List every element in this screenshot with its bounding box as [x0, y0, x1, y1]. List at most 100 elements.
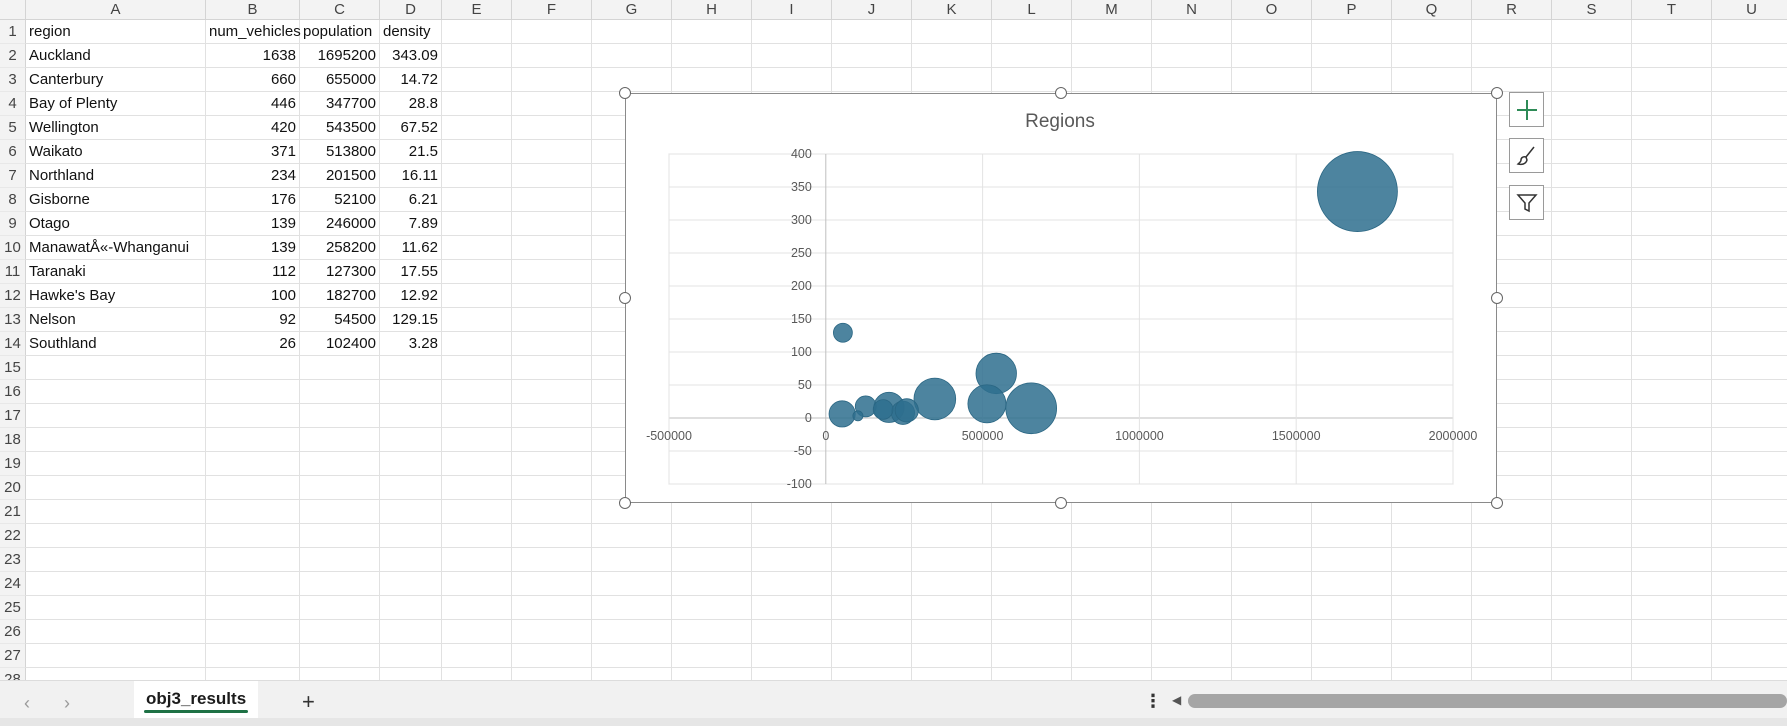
cell[interactable]: [992, 548, 1072, 572]
cell[interactable]: [380, 500, 442, 524]
cell[interactable]: [1552, 404, 1632, 428]
cell[interactable]: [300, 548, 380, 572]
cell[interactable]: [992, 668, 1072, 680]
cell[interactable]: [1392, 668, 1472, 680]
cell[interactable]: [26, 452, 206, 476]
cell[interactable]: [442, 260, 512, 284]
cell[interactable]: [1552, 212, 1632, 236]
cell[interactable]: [992, 20, 1072, 44]
cell[interactable]: [1072, 548, 1152, 572]
column-header-B[interactable]: B: [206, 0, 300, 20]
cell[interactable]: [512, 212, 592, 236]
column-header-S[interactable]: S: [1552, 0, 1632, 20]
cell[interactable]: [1552, 44, 1632, 68]
cell[interactable]: [26, 500, 206, 524]
cell[interactable]: [300, 404, 380, 428]
cell[interactable]: [1712, 92, 1787, 116]
cell[interactable]: [380, 380, 442, 404]
cell[interactable]: [832, 572, 912, 596]
cell[interactable]: [832, 620, 912, 644]
bubble-point[interactable]: [833, 322, 853, 343]
cell[interactable]: [206, 524, 300, 548]
cell[interactable]: [1632, 548, 1712, 572]
chart-filters-button[interactable]: [1509, 185, 1544, 220]
chart-styles-button[interactable]: [1509, 138, 1544, 173]
cell[interactable]: [442, 68, 512, 92]
cell[interactable]: [442, 116, 512, 140]
cell[interactable]: [992, 44, 1072, 68]
row-header-19[interactable]: 19: [0, 452, 26, 476]
cell[interactable]: [912, 548, 992, 572]
cell[interactable]: [512, 452, 592, 476]
cell[interactable]: [1552, 572, 1632, 596]
row-header-28[interactable]: 28: [0, 668, 26, 680]
number-cell[interactable]: 52100: [300, 188, 380, 212]
header-cell[interactable]: density: [380, 20, 442, 44]
resize-handle[interactable]: [1491, 292, 1503, 304]
cell[interactable]: [672, 548, 752, 572]
number-cell[interactable]: 11.62: [380, 236, 442, 260]
cell[interactable]: [206, 476, 300, 500]
scroll-left-icon[interactable]: ◀: [1172, 693, 1182, 707]
cell[interactable]: [1632, 620, 1712, 644]
cell[interactable]: [442, 500, 512, 524]
number-cell[interactable]: 513800: [300, 140, 380, 164]
cell[interactable]: [1712, 476, 1787, 500]
cell[interactable]: [1312, 524, 1392, 548]
cell[interactable]: [442, 452, 512, 476]
cell[interactable]: [442, 668, 512, 680]
cell[interactable]: [672, 68, 752, 92]
cell[interactable]: [592, 572, 672, 596]
cell[interactable]: [672, 644, 752, 668]
cell[interactable]: [1312, 20, 1392, 44]
cell[interactable]: [1472, 260, 1552, 284]
cell[interactable]: [1712, 404, 1787, 428]
cell[interactable]: [1632, 68, 1712, 92]
number-cell[interactable]: 420: [206, 116, 300, 140]
cell[interactable]: [1552, 476, 1632, 500]
cell[interactable]: [300, 668, 380, 680]
cell[interactable]: [1712, 620, 1787, 644]
number-cell[interactable]: 127300: [300, 260, 380, 284]
cell[interactable]: [442, 596, 512, 620]
cell[interactable]: [300, 524, 380, 548]
resize-handle[interactable]: [1491, 497, 1503, 509]
row-header-14[interactable]: 14: [0, 332, 26, 356]
resize-handle[interactable]: [619, 87, 631, 99]
cell[interactable]: [992, 596, 1072, 620]
cell[interactable]: [26, 668, 206, 680]
cell[interactable]: [1632, 212, 1712, 236]
cell[interactable]: [512, 140, 592, 164]
cell[interactable]: [1472, 332, 1552, 356]
row-header-1[interactable]: 1: [0, 20, 26, 44]
cell[interactable]: [1072, 44, 1152, 68]
number-cell[interactable]: 343.09: [380, 44, 442, 68]
cell[interactable]: [1472, 500, 1552, 524]
column-header-O[interactable]: O: [1232, 0, 1312, 20]
cell[interactable]: [1072, 620, 1152, 644]
cell[interactable]: [442, 404, 512, 428]
cell[interactable]: [512, 476, 592, 500]
column-header-T[interactable]: T: [1632, 0, 1712, 20]
column-header-J[interactable]: J: [832, 0, 912, 20]
cell[interactable]: [832, 644, 912, 668]
number-cell[interactable]: 139: [206, 212, 300, 236]
cell[interactable]: [206, 620, 300, 644]
region-cell[interactable]: Canterbury: [26, 68, 206, 92]
cell[interactable]: [512, 524, 592, 548]
cell[interactable]: [1712, 260, 1787, 284]
cell[interactable]: [752, 68, 832, 92]
cell[interactable]: [442, 548, 512, 572]
cell[interactable]: [1472, 548, 1552, 572]
cell[interactable]: [442, 620, 512, 644]
cell[interactable]: [1152, 572, 1232, 596]
column-header-N[interactable]: N: [1152, 0, 1232, 20]
number-cell[interactable]: 129.15: [380, 308, 442, 332]
resize-handle[interactable]: [1491, 87, 1503, 99]
number-cell[interactable]: 100: [206, 284, 300, 308]
cell[interactable]: [1392, 548, 1472, 572]
cell[interactable]: [1072, 572, 1152, 596]
number-cell[interactable]: 28.8: [380, 92, 442, 116]
cell[interactable]: [592, 620, 672, 644]
column-header-Q[interactable]: Q: [1392, 0, 1472, 20]
